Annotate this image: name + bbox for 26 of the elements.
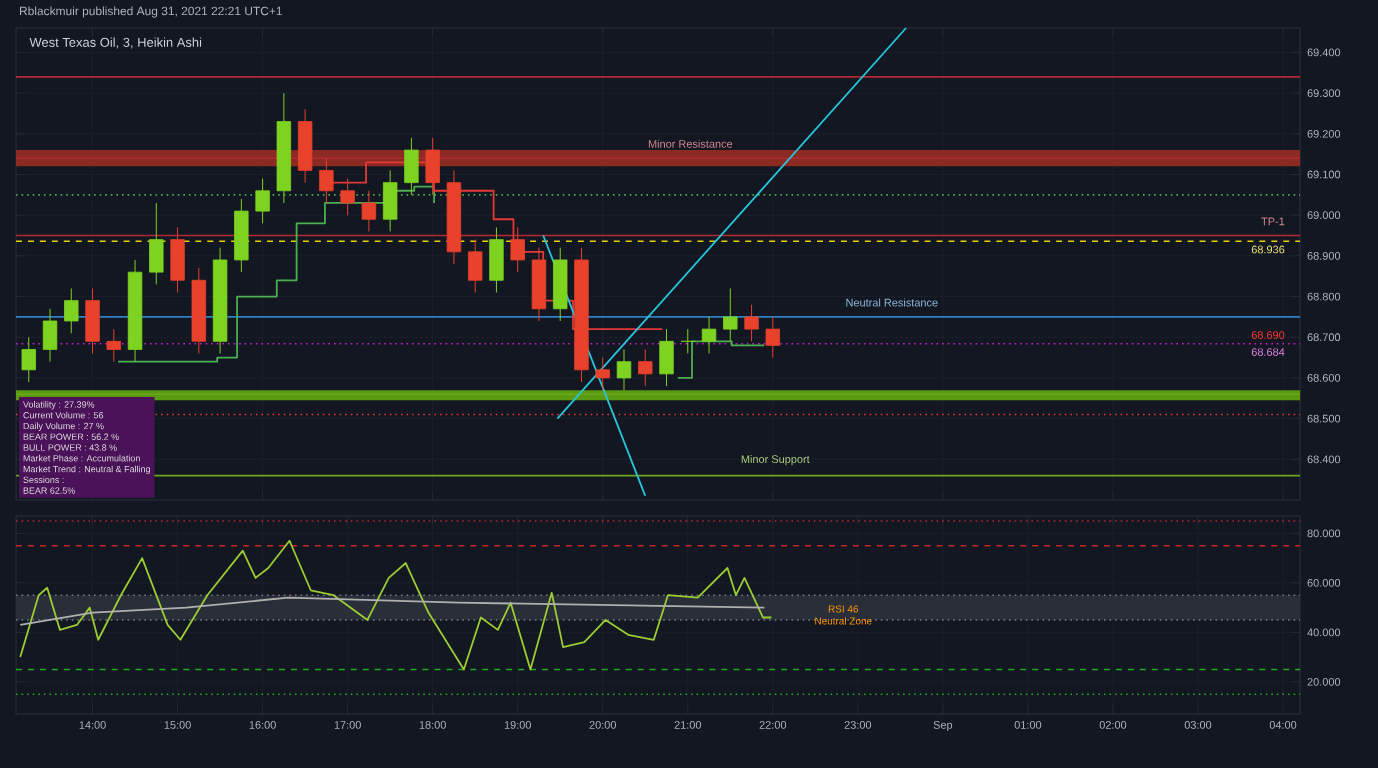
candlestick [680,328,695,355]
candlestick [765,316,781,359]
candlestick [616,348,632,391]
candlestick [361,190,377,232]
candlestick [638,348,653,387]
candlestick [64,287,79,334]
candlestick [404,137,419,196]
line-series [19,596,766,626]
candlestick [701,316,717,355]
candlestick [382,169,398,232]
line-series [19,539,773,671]
candlestick [467,239,483,293]
candlestick [42,308,58,363]
candlestick [595,357,610,391]
candlestick [21,336,36,383]
candlestick [340,178,355,216]
candlestick [659,328,674,387]
candlestick [255,178,270,224]
candlestick [510,226,525,273]
candlestick [170,226,185,293]
candlestick [723,287,738,342]
candlestick [489,226,504,293]
candlestick [106,328,121,363]
candlestick [744,304,759,342]
candlestick [85,287,100,355]
candlestick [149,202,164,285]
